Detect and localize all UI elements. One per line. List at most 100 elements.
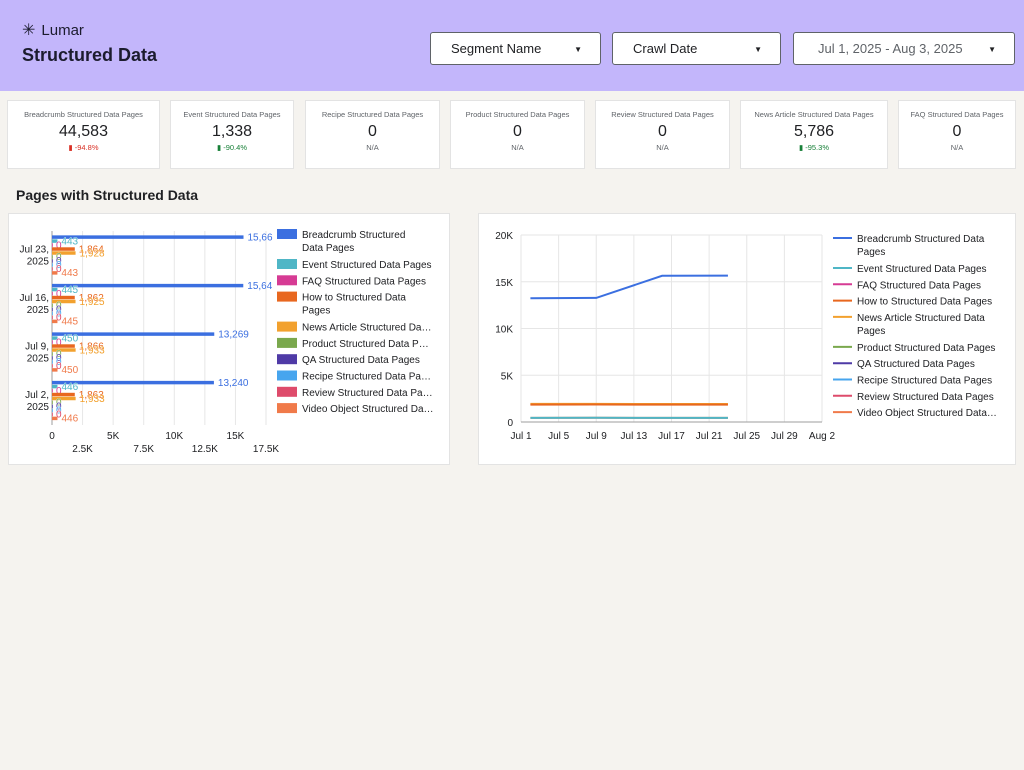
bar [52,235,244,239]
bar-data-label: 1,933 [80,345,105,356]
kpi-card-event[interactable]: Event Structured Data Pages 1,338 ▮ -90.… [170,100,294,169]
bar-data-label: 446 [61,382,78,393]
legend-swatch [277,354,297,365]
legend-label: Video Object Structured Data… [857,408,997,419]
caret-down-icon: ▼ [574,45,582,54]
bar-data-label: 0 [56,353,62,364]
legend-label: Recipe Structured Data Pages [857,376,992,387]
bar [52,315,53,320]
bar [52,380,214,385]
caret-down-icon: ▼ [988,45,996,54]
bar [52,299,76,304]
bar-data-label: 0 [56,309,62,320]
bar [52,267,53,271]
y-tick-label: 2025 [27,402,50,413]
bar-data-label: 1,863 [79,390,104,401]
bar [52,384,58,389]
kpi-card-review[interactable]: Review Structured Data Pages 0 N/A [595,100,730,169]
legend-swatch [277,337,297,348]
kpi-delta: ▮ -90.4% [217,143,247,152]
kpi-card-product[interactable]: Product Structured Data Pages 0 N/A [450,100,585,169]
bar [52,283,244,288]
kpi-card-faq[interactable]: FAQ Structured Data Pages 0 N/A [898,100,1016,169]
bar [52,368,58,372]
bar [52,319,58,324]
legend-label: Breadcrumb Structured Data [857,234,985,245]
legend-swatch [277,275,297,286]
kpi-label: Breadcrumb Structured Data Pages [24,110,143,119]
bar [52,416,58,421]
legend-swatch [277,321,297,332]
bar [52,307,53,312]
legend-swatch [277,403,297,414]
bar [52,247,75,251]
legend-swatch [277,259,297,269]
date-range-picker[interactable]: Jul 1, 2025 - Aug 3, 2025 ▼ [793,32,1015,65]
bar [52,348,76,352]
bar-data-label: 0 [56,260,62,271]
x-tick-label: 17.5K [253,444,279,455]
line-chart-panel: 0 5K 10K 15K 20K Jul 1 Jul 5 Jul 9 Jul 13 Jul 17 J… [478,213,1016,465]
y-tick-label: 2025 [27,256,50,267]
legend-label: Event Structured Data Pages [302,260,432,271]
bar [52,239,58,243]
bar [52,291,53,296]
bar [52,364,53,368]
x-tick-label: 0 [49,431,55,442]
bar-data-label: 0 [56,264,62,275]
bar-data-label: 443 [61,236,78,247]
bar-data-label: 1,928 [80,248,105,259]
x-tick-label: Jul 21 [696,431,723,442]
legend-label: News Article Structured Data [857,313,985,324]
kpi-card-news-article[interactable]: News Article Structured Data Pages 5,786… [740,100,888,169]
x-tick-label: Jul 5 [548,431,570,442]
bar-data-label: 0 [56,402,62,413]
y-tick-label: 0 [507,418,513,429]
kpi-delta: N/A [366,143,379,152]
legend-label: Video Object Structured Da… [302,404,434,415]
kpi-value: 44,583 [59,123,108,140]
legend-label: Data Pages [302,243,354,254]
kpi-delta: N/A [656,143,669,152]
legend-label: Breadcrumb Structured [302,230,405,241]
y-tick-label: 2025 [27,305,50,316]
bar [52,271,58,275]
lumar-logo: ✳ Lumar [22,22,84,39]
bar-data-label: 0 [56,313,62,324]
x-tick-label: Aug 2 [809,431,836,442]
kpi-label: Product Structured Data Pages [465,110,570,119]
legend-swatch [277,229,297,239]
y-tick-label: 10K [495,325,513,336]
bar-data-label: 0 [56,406,62,417]
legend-label: Pages [302,306,330,317]
bar-data-label: 15,64 [247,281,272,292]
caret-down-icon: ▼ [754,45,762,54]
y-tick-label: Jul 9, [25,341,49,352]
bar-data-label: 0 [56,252,62,263]
bar-data-label: 0 [56,305,62,316]
kpi-value: 0 [368,123,377,140]
x-tick-label: Jul 1 [510,431,532,442]
segment-dropdown[interactable]: Segment Name ▼ [430,32,601,65]
y-tick-label: 20K [495,231,513,242]
x-tick-label: 5K [107,431,120,442]
bar [52,295,75,300]
bar-data-label: 1,862 [79,293,104,304]
line-chart[interactable]: 0 5K 10K 15K 20K Jul 1 Jul 5 Jul 9 Jul 13 Jul 17 J… [479,214,1015,464]
legend-label: How to Structured Data Pages [857,297,992,308]
kpi-card-breadcrumb[interactable]: Breadcrumb Structured Data Pages 44,583 … [7,100,160,169]
bar [52,340,53,344]
bar-data-label: 0 [56,410,62,421]
kpi-delta: ▮ -94.8% [68,143,99,152]
crawl-date-dropdown[interactable]: Crawl Date ▼ [612,32,781,65]
section-title: Pages with Structured Data [16,187,199,203]
legend-swatch [277,386,297,397]
bar [52,356,53,360]
kpi-delta: N/A [511,143,524,152]
segment-dropdown-label: Segment Name [451,41,542,56]
kpi-delta: ▮ -95.3% [799,143,829,152]
kpi-card-recipe[interactable]: Recipe Structured Data Pages 0 N/A [305,100,440,169]
bar [52,344,75,348]
bar-data-label: 450 [62,365,79,376]
